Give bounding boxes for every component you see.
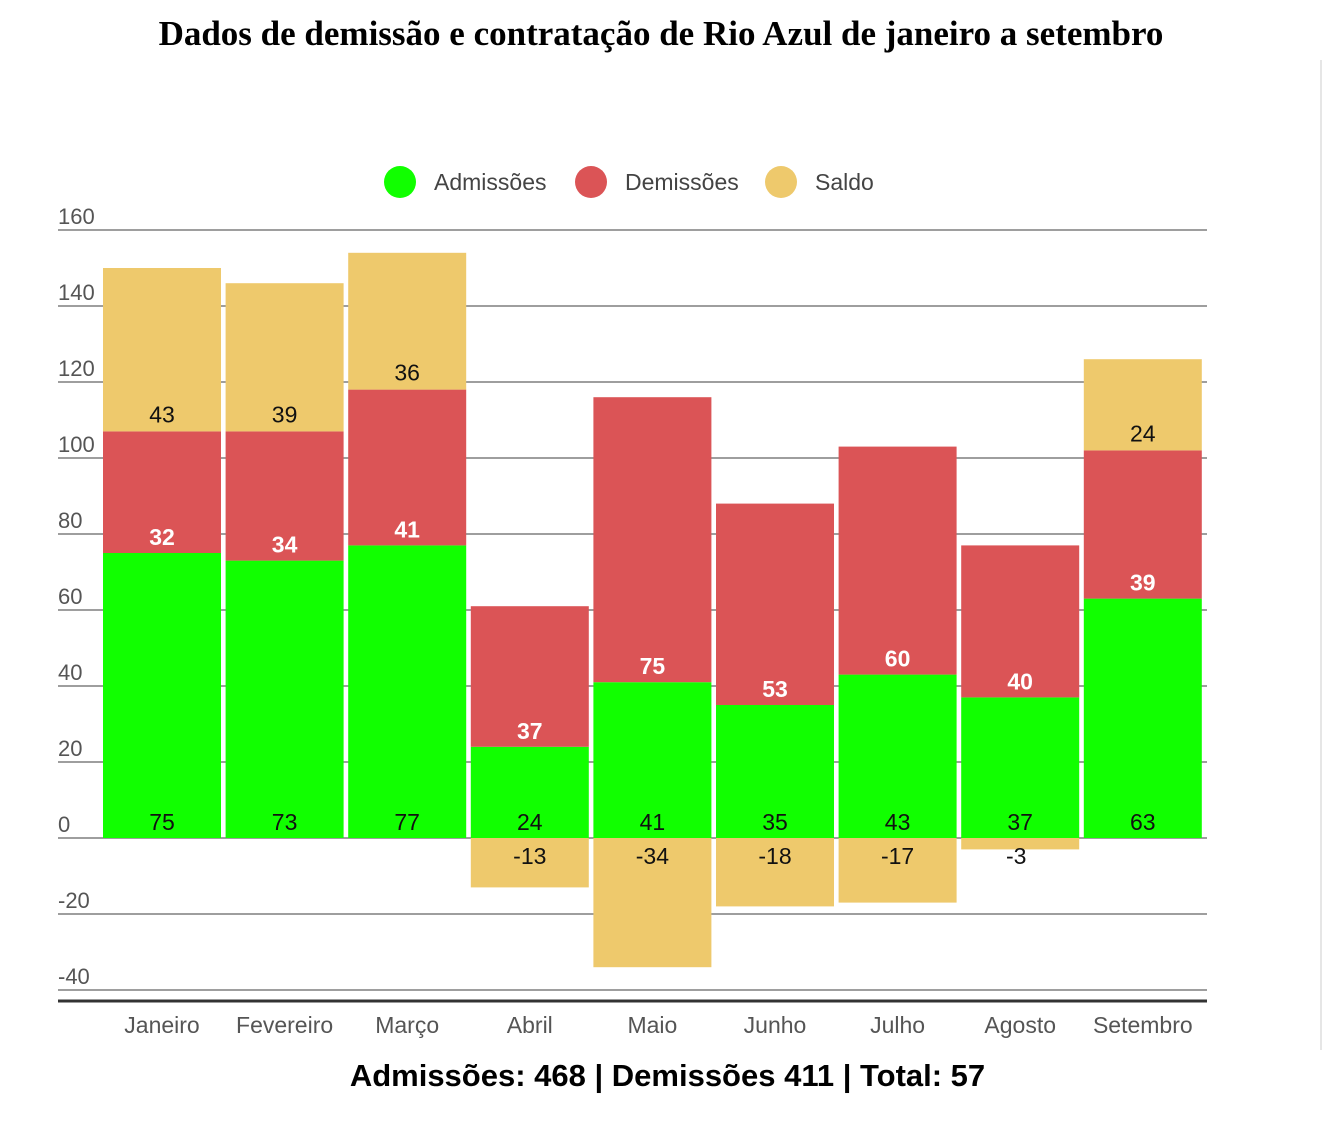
data-label-admissoes: 75 — [149, 809, 175, 835]
data-label-demissoes: 32 — [149, 524, 175, 550]
data-label-demissoes: 37 — [517, 718, 543, 744]
x-tick-label: Julho — [870, 1012, 925, 1038]
legend: Admissões Demissões Saldo — [384, 166, 874, 198]
data-label-demissoes: 75 — [640, 653, 666, 679]
bar-admissoes — [1083, 598, 1202, 838]
bar-demissoes — [716, 503, 834, 705]
data-label-admissoes: 73 — [272, 809, 298, 835]
legend-label: Admissões — [434, 169, 546, 195]
data-label-demissoes: 60 — [885, 646, 911, 672]
y-tick-label: 120 — [58, 356, 95, 381]
data-label-saldo: 43 — [149, 401, 175, 427]
bar-saldo — [593, 838, 712, 968]
bar-saldo — [103, 268, 221, 432]
y-tick-label: -40 — [58, 964, 90, 989]
legend-swatch — [575, 166, 607, 198]
data-label-demissoes: 40 — [1007, 668, 1033, 694]
x-tick-label: Junho — [744, 1012, 807, 1038]
bar-saldo — [348, 252, 467, 390]
data-label-saldo: -3 — [1006, 843, 1026, 869]
y-tick-label: 60 — [58, 584, 82, 609]
data-label-admissoes: 43 — [885, 809, 911, 835]
bar-saldo — [1083, 359, 1202, 451]
bar-demissoes — [593, 397, 712, 683]
bar-admissoes — [716, 705, 834, 838]
x-tick-label: Maio — [627, 1012, 677, 1038]
data-label-saldo: 24 — [1130, 420, 1156, 446]
chart-title: Dados de demissão e contratação de Rio A… — [158, 14, 1164, 53]
data-label-admissoes: 37 — [1007, 809, 1033, 835]
data-label-saldo: 39 — [272, 401, 298, 427]
y-tick-label: 80 — [58, 508, 82, 533]
x-tick-label: Setembro — [1093, 1012, 1193, 1038]
data-label-admissoes: 63 — [1130, 809, 1156, 835]
right-divider — [1320, 60, 1322, 1050]
legend-label: Saldo — [815, 169, 874, 195]
y-tick-label: 100 — [58, 432, 95, 457]
y-axis-ticks: 160 140 120 100 80 60 40 20 0 -20 -40 — [58, 204, 95, 989]
bar-demissoes — [1083, 450, 1202, 599]
bar-admissoes — [838, 674, 957, 838]
bar-demissoes — [838, 446, 957, 675]
y-tick-label: 0 — [58, 812, 70, 837]
bar-demissoes — [103, 431, 221, 553]
data-label-saldo: -17 — [881, 843, 914, 869]
bar-demissoes — [348, 389, 467, 546]
data-label-demissoes: 53 — [762, 676, 788, 702]
bar-admissoes — [470, 746, 589, 838]
x-tick-label: Janeiro — [124, 1012, 199, 1038]
data-label-demissoes: 41 — [394, 516, 420, 542]
bar-admissoes — [348, 545, 467, 838]
bar-saldo — [470, 838, 589, 888]
y-tick-label: 160 — [58, 204, 95, 229]
data-labels: 75 32 43 73 34 39 77 41 36 24 37 -13 41 75 -34 35 53 -18 4… — [149, 360, 1156, 869]
data-label-admissoes: 77 — [394, 809, 420, 835]
bar-demissoes — [225, 431, 344, 561]
legend-label: Demissões — [625, 169, 739, 195]
x-tick-label: Abril — [507, 1012, 553, 1038]
x-tick-label: Março — [375, 1012, 439, 1038]
legend-swatch — [765, 166, 797, 198]
bar-admissoes — [593, 682, 712, 838]
bar-admissoes — [103, 553, 221, 838]
bar-demissoes — [961, 545, 1080, 698]
bar-saldo — [225, 283, 344, 432]
x-axis-ticks: Janeiro Fevereiro Março Abril Maio Junho Julho… — [124, 1012, 1192, 1038]
summary-totals: Admissões: 468 | Demissões 411 | Total: … — [349, 1058, 986, 1093]
y-tick-label: 140 — [58, 280, 95, 305]
bar-demissoes — [470, 606, 589, 747]
data-label-saldo: -34 — [636, 843, 669, 869]
bar-admissoes — [961, 697, 1080, 838]
data-label-demissoes: 39 — [1130, 570, 1156, 596]
bar-admissoes — [225, 560, 344, 838]
data-label-admissoes: 41 — [640, 809, 666, 835]
y-tick-label: -20 — [58, 888, 90, 913]
x-tick-label: Agosto — [984, 1012, 1056, 1038]
x-tick-label: Fevereiro — [236, 1012, 333, 1038]
data-label-saldo: -18 — [758, 843, 791, 869]
data-label-saldo: 36 — [394, 360, 420, 386]
data-label-demissoes: 34 — [272, 532, 298, 558]
bar-saldo — [961, 838, 1080, 850]
legend-swatch — [384, 166, 416, 198]
bar-saldo — [838, 838, 957, 903]
bar-saldo — [716, 838, 834, 907]
data-label-saldo: -13 — [513, 843, 546, 869]
bars — [103, 252, 1202, 968]
data-label-admissoes: 24 — [517, 809, 543, 835]
y-tick-label: 20 — [58, 736, 82, 761]
data-label-admissoes: 35 — [762, 809, 788, 835]
y-tick-label: 40 — [58, 660, 82, 685]
